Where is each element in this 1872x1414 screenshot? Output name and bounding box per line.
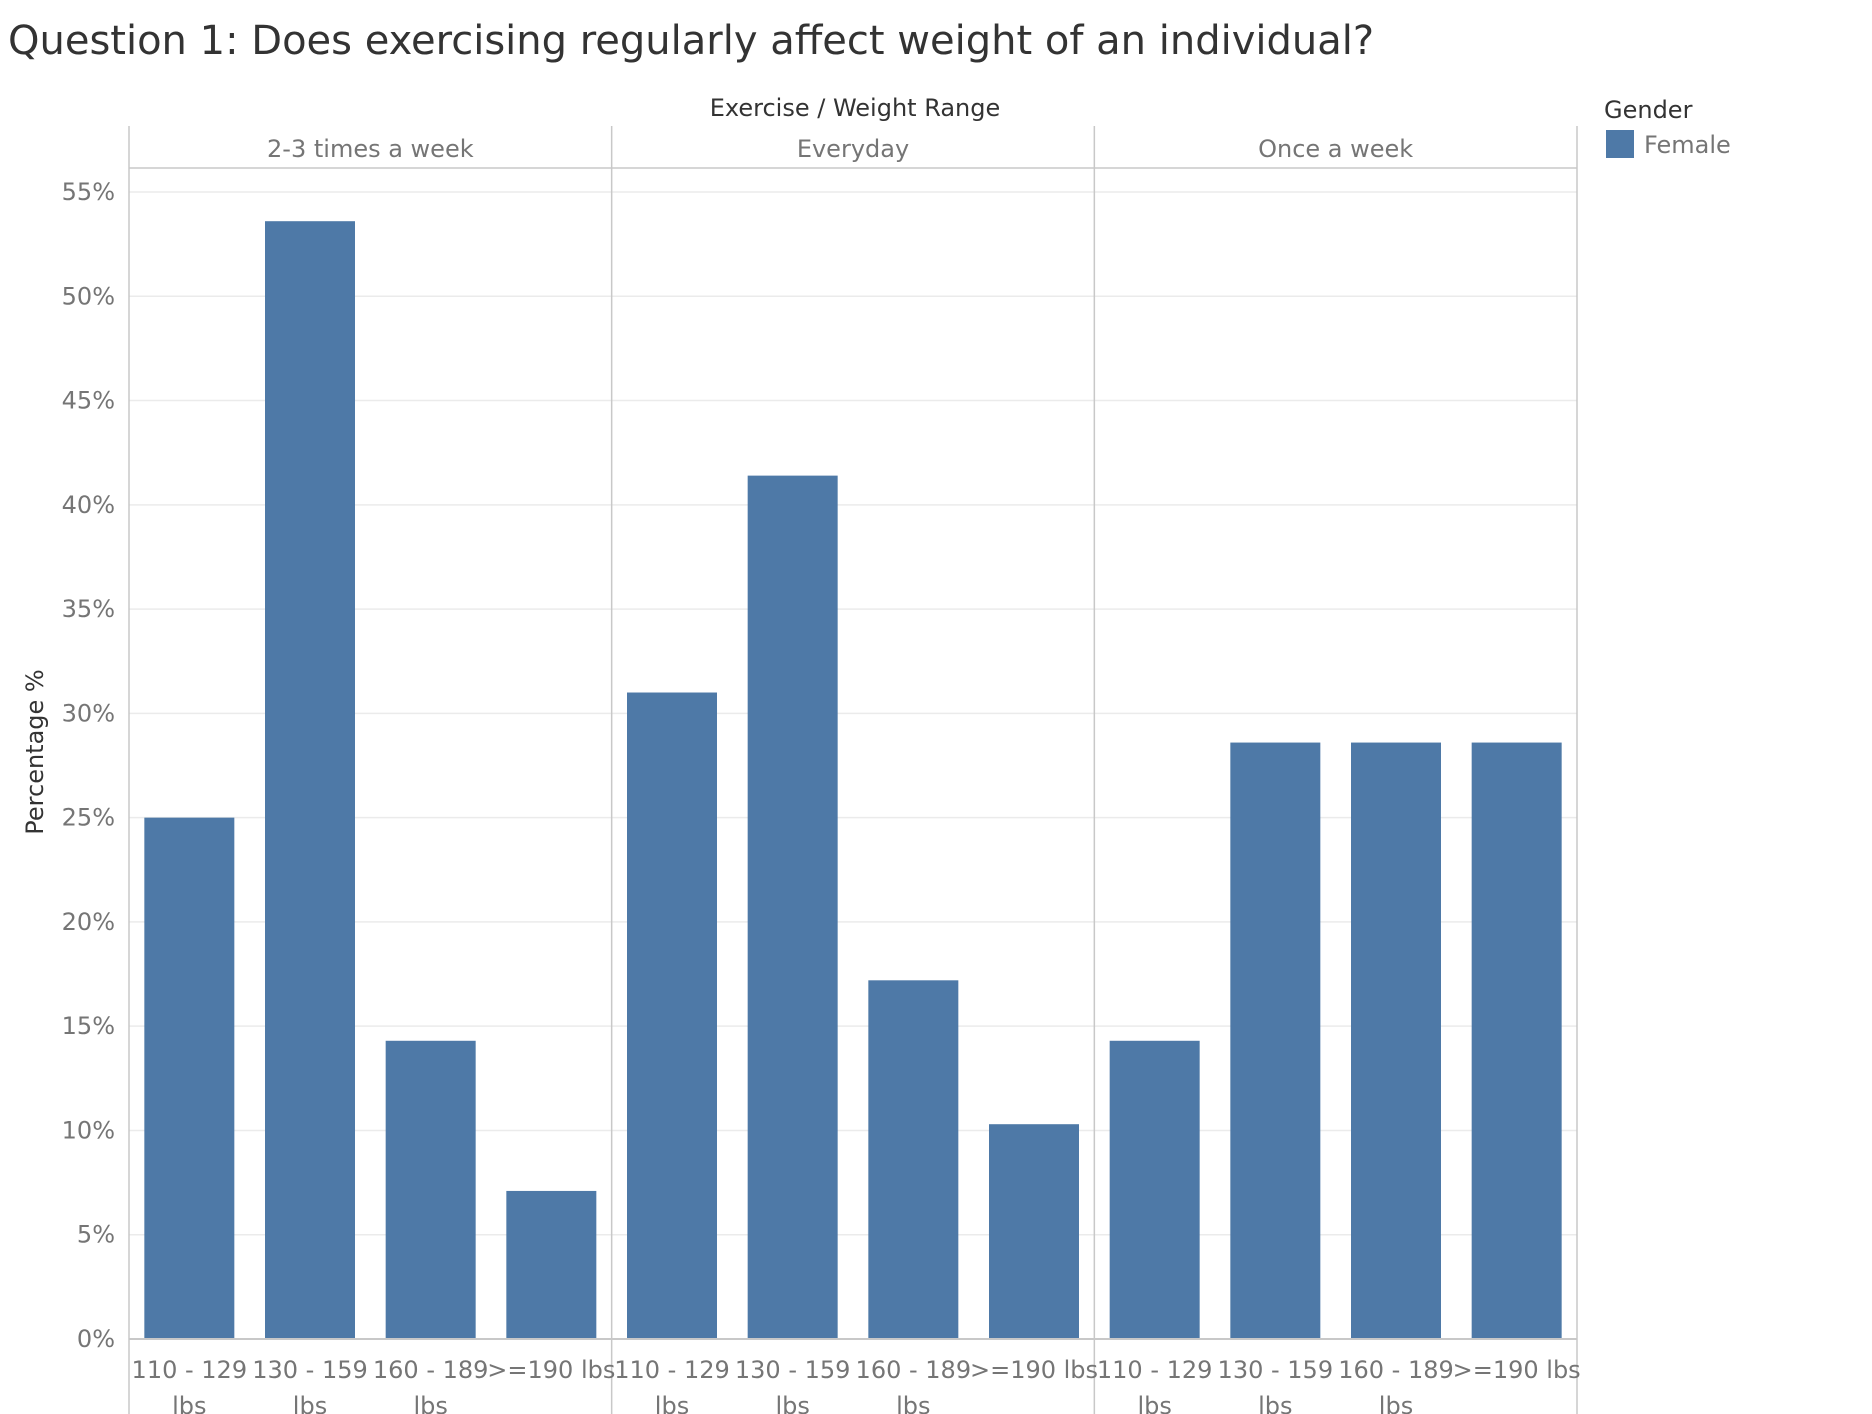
column-header: Exercise / Weight Range: [710, 94, 1001, 122]
y-tick-label: 30%: [62, 699, 115, 727]
bar[interactable]: [144, 817, 235, 1339]
x-tick-label: 130 - 159: [252, 1356, 368, 1384]
x-tick-label: lbs: [896, 1392, 930, 1414]
bar[interactable]: [1230, 742, 1321, 1339]
x-tick-label: 110 - 129: [1097, 1356, 1213, 1384]
y-tick-label: 40%: [62, 491, 115, 519]
x-tick-label: 110 - 129: [614, 1356, 730, 1384]
panel-header: Once a week: [1258, 135, 1413, 163]
legend-swatch: [1606, 130, 1634, 158]
x-tick-label: >=190 lbs: [970, 1356, 1098, 1384]
x-tick-label: lbs: [655, 1392, 689, 1414]
x-tick-label: 160 - 189: [373, 1356, 489, 1384]
bar[interactable]: [868, 980, 959, 1339]
chart-title: Question 1: Does exercising regularly af…: [8, 18, 1374, 64]
bar[interactable]: [265, 221, 355, 1339]
x-tick-label: 130 - 159: [735, 1356, 851, 1384]
x-tick-label: 160 - 189: [1338, 1356, 1454, 1384]
y-tick-label: 20%: [62, 908, 115, 936]
y-tick-label: 5%: [77, 1221, 115, 1249]
x-tick-label: lbs: [293, 1392, 327, 1414]
y-tick-label: 50%: [62, 282, 115, 310]
bar[interactable]: [385, 1040, 476, 1339]
bar[interactable]: [506, 1190, 597, 1339]
y-tick-label: 35%: [62, 595, 115, 623]
x-tick-label: >=190 lbs: [487, 1356, 615, 1384]
x-tick-label: lbs: [775, 1392, 809, 1414]
y-tick-label: 45%: [62, 387, 115, 415]
bar[interactable]: [989, 1124, 1079, 1339]
y-tick-label: 0%: [77, 1325, 115, 1353]
bar[interactable]: [627, 692, 717, 1339]
x-tick-label: lbs: [1137, 1392, 1171, 1414]
bar[interactable]: [1471, 742, 1562, 1339]
legend-label[interactable]: Female: [1644, 131, 1731, 159]
x-tick-label: 110 - 129: [132, 1356, 248, 1384]
bar[interactable]: [1109, 1040, 1200, 1339]
x-tick-label: lbs: [413, 1392, 447, 1414]
legend: Gender Female: [1604, 96, 1731, 159]
x-tick-label: 160 - 189: [856, 1356, 972, 1384]
y-tick-label: 55%: [62, 178, 115, 206]
x-tick-label: 130 - 159: [1218, 1356, 1334, 1384]
bar[interactable]: [747, 475, 838, 1339]
x-tick-label: lbs: [172, 1392, 206, 1414]
x-tick-label: lbs: [1258, 1392, 1292, 1414]
y-axis-label: Percentage %: [21, 669, 49, 834]
x-tick-label: >=190 lbs: [1453, 1356, 1581, 1384]
y-tick-label: 25%: [62, 804, 115, 832]
y-tick-label: 15%: [62, 1012, 115, 1040]
y-tick-label: 10%: [62, 1116, 115, 1144]
panel-header: Everyday: [797, 135, 909, 163]
bar[interactable]: [1351, 742, 1441, 1339]
panel-header: 2-3 times a week: [267, 135, 474, 163]
legend-title: Gender: [1604, 96, 1693, 124]
x-tick-label: lbs: [1379, 1392, 1413, 1414]
